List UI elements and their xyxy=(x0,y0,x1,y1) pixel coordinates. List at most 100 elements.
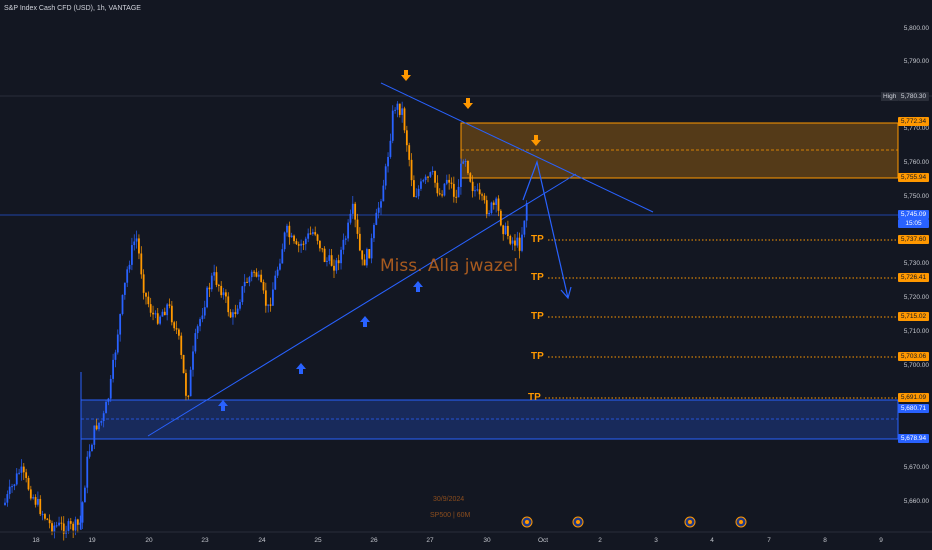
candle-body xyxy=(208,287,211,290)
economic-event-icon[interactable] xyxy=(521,516,533,528)
price-tick: 5,800.00 xyxy=(903,25,929,32)
author-watermark: Miss. Alla jwazel xyxy=(380,256,518,276)
candle-body xyxy=(281,249,284,264)
candle-body xyxy=(20,466,23,473)
candle-body xyxy=(239,302,241,309)
candle-body xyxy=(314,232,317,235)
candle-body xyxy=(389,140,392,157)
candlestick-series xyxy=(4,101,528,541)
time-tick: 9 xyxy=(879,537,883,544)
candle-body xyxy=(321,248,324,250)
candle-body xyxy=(187,395,190,397)
candle-body xyxy=(521,234,523,251)
tp2-price-tag: 5,726.41 xyxy=(898,273,929,282)
high-tag-label: High xyxy=(881,92,899,101)
candle-body xyxy=(206,287,208,308)
candle-body xyxy=(413,180,415,197)
candle-body xyxy=(29,489,32,499)
candle-body xyxy=(380,201,382,208)
candle-body xyxy=(175,328,178,330)
candle-body xyxy=(102,413,105,422)
candle-body xyxy=(488,213,490,215)
candle-body xyxy=(234,312,237,314)
resistance-trendline[interactable] xyxy=(380,82,654,213)
candle-body xyxy=(358,233,361,251)
candle-body xyxy=(335,260,338,271)
candle-body xyxy=(295,241,298,245)
supply-zone[interactable] xyxy=(460,122,899,179)
candle-body xyxy=(194,333,197,352)
candle-body xyxy=(448,179,451,183)
candle-body xyxy=(485,200,488,215)
candle-body xyxy=(149,304,152,313)
buy-arrow-icon xyxy=(413,281,423,292)
candle-body xyxy=(264,290,267,306)
candle-body xyxy=(394,109,396,111)
tp-label-1: TP xyxy=(531,234,544,245)
candle-body xyxy=(109,378,112,399)
candle-body xyxy=(443,183,446,196)
tp-label-4: TP xyxy=(531,351,544,362)
candle-body xyxy=(201,315,204,320)
price-tick: 5,700.00 xyxy=(903,362,929,369)
candle-body xyxy=(311,232,314,234)
demand-bottom-tag: 5,678.94 xyxy=(898,434,929,443)
demand-mid-tag: 5,680.71 xyxy=(898,404,929,413)
candle-body xyxy=(185,373,187,396)
demand-zone[interactable] xyxy=(80,399,899,440)
projection-path xyxy=(522,159,569,299)
candle-body xyxy=(323,248,326,262)
candle-body xyxy=(189,369,192,397)
time-tick: 2 xyxy=(598,537,602,544)
candle-body xyxy=(483,195,486,201)
candle-body xyxy=(257,274,260,277)
support-trendline[interactable] xyxy=(147,173,577,437)
candle-body xyxy=(302,243,305,245)
economic-event-icon[interactable] xyxy=(684,516,696,528)
candle-body xyxy=(91,444,93,452)
candle-body xyxy=(403,108,406,131)
candle-body xyxy=(429,172,432,177)
candle-body xyxy=(328,255,331,261)
candle-body xyxy=(76,519,79,525)
candle-body xyxy=(156,313,159,324)
candle-body xyxy=(121,294,124,315)
candle-body xyxy=(391,110,394,141)
candle-body xyxy=(48,519,51,524)
candle-body xyxy=(398,103,401,115)
candle-body xyxy=(319,240,321,249)
candle-body xyxy=(67,521,70,531)
candle-body xyxy=(180,335,183,355)
candle-body xyxy=(375,212,378,225)
economic-event-icon[interactable] xyxy=(735,516,747,528)
candle-body xyxy=(58,522,60,526)
candle-body xyxy=(462,161,465,164)
price-tick: 5,670.00 xyxy=(903,464,929,471)
candle-body xyxy=(495,198,498,205)
time-tick: 24 xyxy=(258,537,266,544)
candle-body xyxy=(304,238,307,245)
candle-body xyxy=(6,494,9,503)
candle-body xyxy=(347,222,349,239)
candle-body xyxy=(166,304,169,316)
candle-body xyxy=(316,234,319,241)
time-tick: 20 xyxy=(145,537,153,544)
candle-body xyxy=(471,181,474,192)
candle-body xyxy=(196,326,199,334)
candle-body xyxy=(119,314,122,335)
candle-body xyxy=(88,451,91,457)
candle-body xyxy=(107,398,110,402)
candle-body xyxy=(340,249,342,264)
candle-body xyxy=(98,422,100,430)
economic-event-icon[interactable] xyxy=(572,516,584,528)
candle-body xyxy=(217,284,220,286)
candle-body xyxy=(368,249,371,259)
sell-arrow-icon xyxy=(401,70,411,81)
time-tick: 30 xyxy=(483,537,491,544)
candle-body xyxy=(192,351,194,370)
candle-body xyxy=(18,472,20,474)
symbol-header[interactable]: S&P Index Cash CFD (USD), 1h, VANTAGE xyxy=(4,5,141,12)
time-tick: 8 xyxy=(823,537,827,544)
